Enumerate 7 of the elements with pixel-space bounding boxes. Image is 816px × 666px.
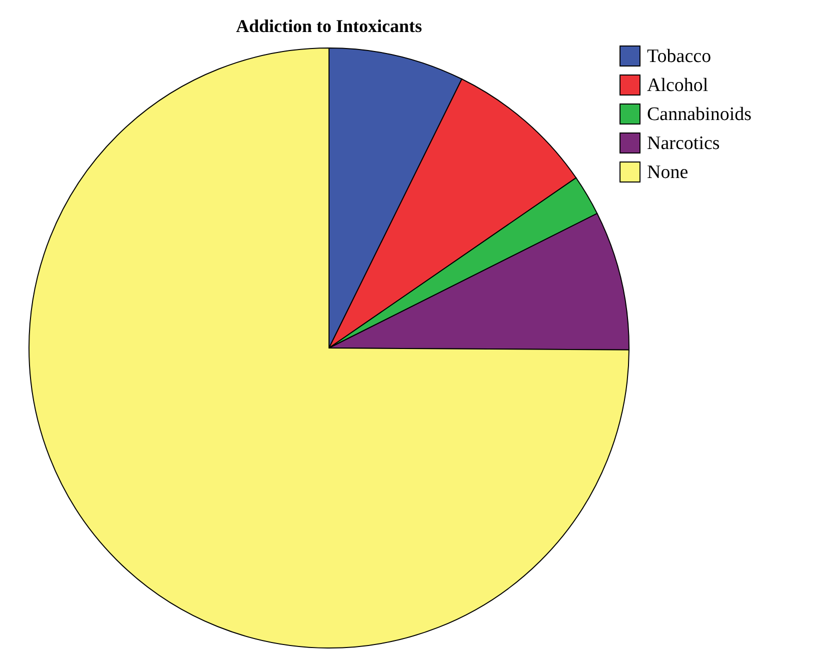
legend-label: Narcotics	[647, 133, 720, 154]
legend-label: Alcohol	[647, 75, 708, 96]
chart-title: Addiction to Intoxicants	[236, 16, 422, 36]
pie-slice	[28, 48, 630, 648]
legend-label: Tobacco	[647, 46, 712, 67]
legend-label: Cannabinoids	[647, 104, 752, 125]
legend-label: None	[647, 162, 688, 183]
